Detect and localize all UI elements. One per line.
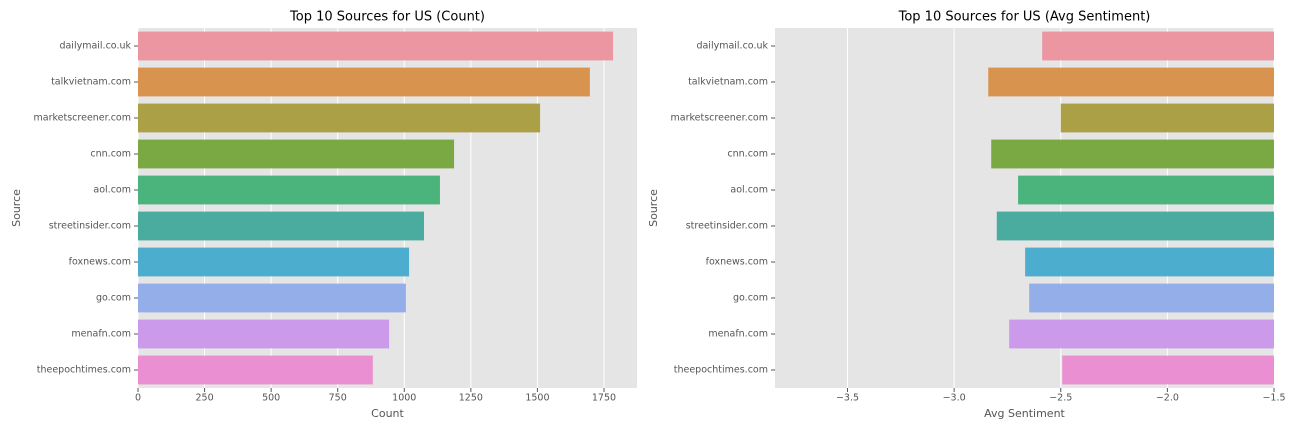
- y-tick-label: aol.com: [93, 185, 131, 196]
- y-tick-label: streetinsider.com: [49, 221, 131, 232]
- y-tick-label: cnn.com: [90, 149, 131, 160]
- y-tick-label: streetinsider.com: [686, 221, 768, 232]
- bar: [1025, 247, 1274, 277]
- y-tick-label: marketscreener.com: [34, 113, 131, 124]
- x-tick-label: 250: [195, 393, 213, 404]
- x-tick-label: 500: [262, 393, 280, 404]
- y-tick-label: menafn.com: [71, 329, 131, 340]
- y-tick-label: marketscreener.com: [671, 113, 768, 124]
- x-tick-label: −2.5: [1049, 393, 1072, 404]
- bar: [138, 283, 406, 313]
- bar: [138, 355, 373, 385]
- x-axis-label: Count: [371, 407, 404, 420]
- bar: [1060, 103, 1274, 133]
- x-tick-label: 0: [135, 393, 141, 404]
- x-tick-label: −3.0: [943, 393, 966, 404]
- bar: [991, 139, 1274, 169]
- x-tick-label: 750: [329, 393, 347, 404]
- y-tick-label: dailymail.co.uk: [59, 41, 131, 52]
- y-tick-label: dailymail.co.uk: [696, 41, 768, 52]
- y-tick-label: cnn.com: [727, 149, 768, 160]
- bar: [996, 211, 1274, 241]
- bar: [988, 67, 1274, 97]
- bar: [138, 103, 541, 133]
- bar: [138, 247, 410, 277]
- x-axis-label: Avg Sentiment: [984, 407, 1065, 420]
- y-tick-label: aol.com: [730, 185, 768, 196]
- x-tick-label: −1.5: [1262, 393, 1285, 404]
- bar: [138, 175, 440, 205]
- y-tick-label: talkvietnam.com: [51, 77, 131, 88]
- bar: [1009, 319, 1274, 349]
- y-tick-label: talkvietnam.com: [688, 77, 768, 88]
- y-axis-label: Source: [10, 189, 23, 227]
- bar: [1062, 355, 1274, 385]
- y-tick-label: menafn.com: [708, 329, 768, 340]
- bar: [138, 139, 455, 169]
- y-tick-label: go.com: [96, 293, 131, 304]
- bar: [1018, 175, 1274, 205]
- chart-title: Top 10 Sources for US (Avg Sentiment): [898, 10, 1151, 25]
- x-tick-label: 1000: [392, 393, 416, 404]
- bar: [1029, 283, 1274, 313]
- bar: [138, 31, 614, 61]
- x-tick-label: −2.0: [1156, 393, 1179, 404]
- bar: [1042, 31, 1274, 61]
- bar: [138, 211, 424, 241]
- y-tick-label: foxnews.com: [69, 257, 131, 268]
- x-tick-label: 1500: [525, 393, 549, 404]
- chart-title: Top 10 Sources for US (Count): [289, 10, 485, 25]
- y-axis-label: Source: [647, 189, 660, 227]
- y-tick-label: theepochtimes.com: [37, 365, 131, 376]
- bar: [138, 67, 590, 97]
- bar: [138, 319, 390, 349]
- x-tick-label: 1750: [592, 393, 616, 404]
- x-tick-label: 1250: [459, 393, 483, 404]
- x-tick-label: −3.5: [836, 393, 859, 404]
- y-tick-label: foxnews.com: [706, 257, 768, 268]
- y-tick-label: theepochtimes.com: [674, 365, 768, 376]
- y-tick-label: go.com: [733, 293, 768, 304]
